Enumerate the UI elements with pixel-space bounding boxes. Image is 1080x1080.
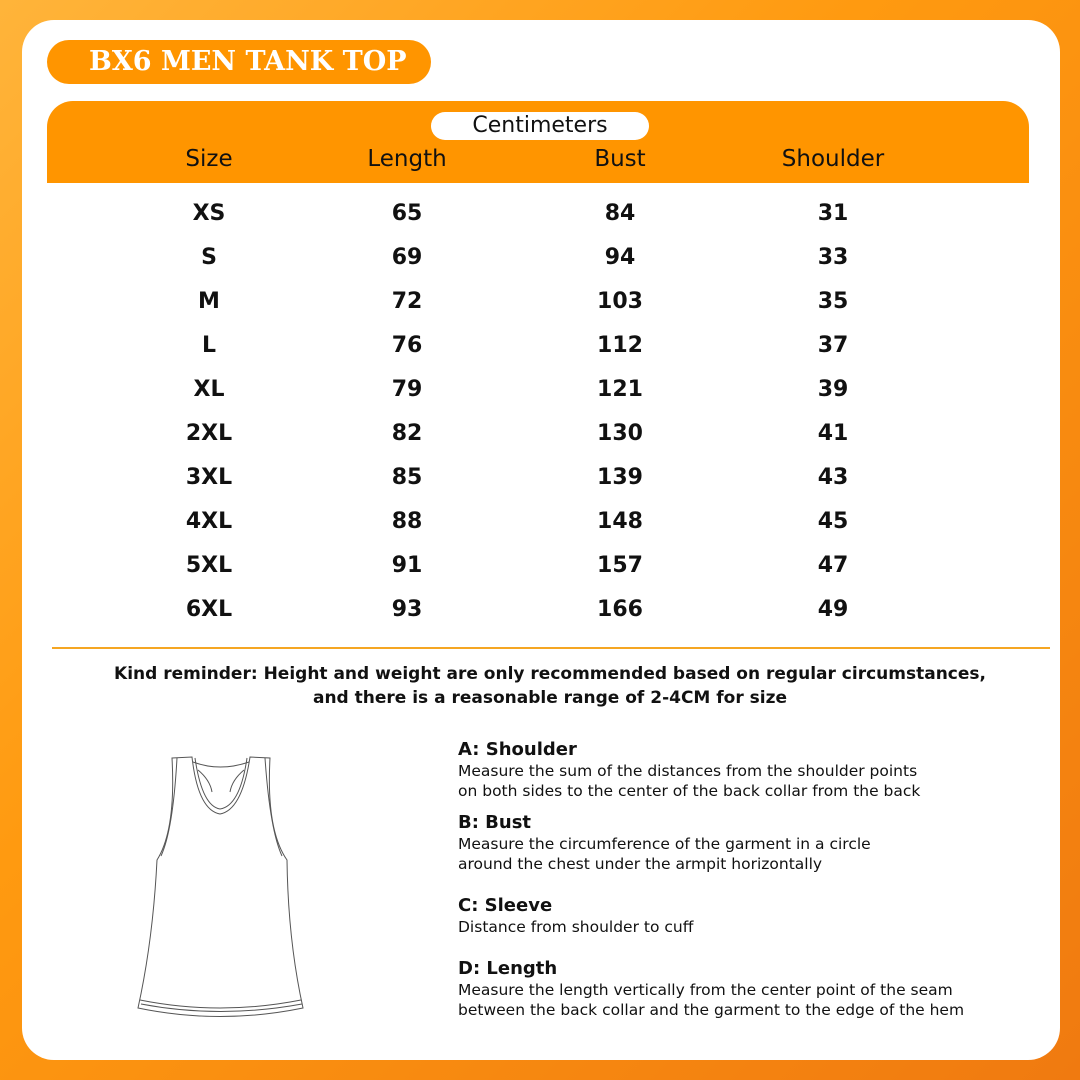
table-cell: 72 [391, 289, 423, 314]
table-cell: 166 [597, 597, 643, 622]
measure-description: between the back collar and the garment … [458, 1001, 965, 1019]
table-cell: 2XL [185, 421, 233, 446]
table-cell: 31 [817, 201, 849, 226]
table-cell: 85 [391, 465, 423, 490]
table-cell: 33 [817, 245, 849, 270]
measure-item: C: Sleeve Distance from shoulder to cuff [458, 895, 1058, 937]
table-cell: 49 [817, 597, 849, 622]
table-cell: 39 [817, 377, 849, 402]
divider [52, 647, 1050, 649]
table-cell: 94 [604, 245, 636, 270]
measure-description: around the chest under the armpit horizo… [458, 855, 823, 873]
table-cell: 82 [391, 421, 423, 446]
table-cell: 4XL [185, 509, 233, 534]
table-cell: 79 [391, 377, 423, 402]
page-title: BX6 MEN TANK TOP [47, 40, 431, 84]
table-cell: 121 [597, 377, 643, 402]
table-cell: S [201, 245, 217, 270]
measure-description: Measure the sum of the distances from th… [458, 762, 918, 780]
measure-description: Measure the circumference of the garment… [458, 835, 871, 853]
table-cell: 148 [597, 509, 643, 534]
reminder-line: Kind reminder: Height and weight are onl… [114, 664, 986, 684]
measure-label: B: Bust [458, 812, 532, 833]
tank-top-icon [137, 756, 304, 1017]
table-cell: XS [192, 201, 226, 226]
table-cell: 37 [817, 333, 849, 358]
measure-item: D: Length Measure the length vertically f… [458, 958, 1058, 1020]
measure-item: B: Bust Measure the circumference of the … [458, 812, 1058, 874]
table-cell: 139 [597, 465, 643, 490]
measure-label: A: Shoulder [458, 739, 577, 760]
table-cell: 112 [597, 333, 643, 358]
table-cell: 93 [391, 597, 423, 622]
column-header: Size [185, 146, 233, 172]
table-cell: 91 [391, 553, 423, 578]
measure-label: C: Sleeve [458, 895, 553, 916]
table-cell: 65 [391, 201, 423, 226]
table-cell: 43 [817, 465, 849, 490]
table-cell: 5XL [185, 553, 233, 578]
measure-description: Distance from shoulder to cuff [458, 918, 694, 936]
reminder-text: Kind reminder: Height and weight are onl… [60, 662, 1040, 710]
table-cell: 69 [391, 245, 423, 270]
column-header: Shoulder [781, 146, 885, 172]
measure-description: on both sides to the center of the back … [458, 782, 921, 800]
measure-description: Measure the length vertically from the c… [458, 981, 953, 999]
table-cell: 45 [817, 509, 849, 534]
table-cell: 103 [597, 289, 643, 314]
table-cell: 41 [817, 421, 849, 446]
column-header: Bust [594, 146, 646, 172]
table-cell: 84 [604, 201, 636, 226]
table-cell: 47 [817, 553, 849, 578]
reminder-line: and there is a reasonable range of 2-4CM… [312, 688, 788, 708]
table-cell: 6XL [185, 597, 233, 622]
measure-label: D: Length [458, 958, 558, 979]
measure-item: A: Shoulder Measure the sum of the distan… [458, 739, 1058, 801]
unit-badge: Centimeters [431, 112, 649, 140]
table-cell: 157 [597, 553, 643, 578]
column-header: Length [367, 146, 447, 172]
table-cell: 3XL [185, 465, 233, 490]
table-cell: L [201, 333, 217, 358]
size-chart-card [22, 20, 1060, 1060]
table-cell: M [198, 289, 220, 314]
table-cell: 88 [391, 509, 423, 534]
table-cell: XL [193, 377, 225, 402]
table-cell: 35 [817, 289, 849, 314]
table-cell: 130 [597, 421, 643, 446]
table-cell: 76 [391, 333, 423, 358]
